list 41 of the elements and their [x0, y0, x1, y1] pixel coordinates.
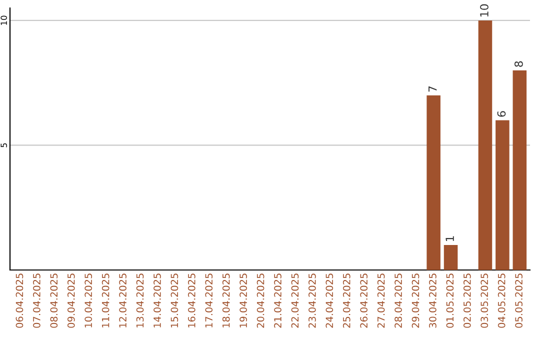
x-tick-label: 28.04.2025	[394, 274, 402, 328]
x-tick-label: 13.04.2025	[136, 274, 144, 328]
x-tick-label: 06.04.2025	[16, 274, 24, 328]
x-tick-label: 02.05.2025	[463, 274, 471, 328]
x-tick-label: 15.04.2025	[170, 274, 178, 328]
x-tick-label: 29.04.2025	[412, 274, 420, 328]
data-label: 7	[428, 86, 437, 92]
x-tick-label: 23.04.2025	[308, 274, 316, 328]
x-tick-label: 21.04.2025	[274, 274, 282, 328]
data-label: 10	[480, 4, 488, 16]
bar	[478, 20, 492, 270]
x-tick-label: 25.04.2025	[342, 274, 350, 328]
x-tick-label: 09.04.2025	[67, 274, 75, 328]
bar	[444, 245, 458, 270]
x-tick-label: 30.04.2025	[429, 274, 436, 328]
data-label: 8	[514, 61, 523, 67]
x-tick-label: 01.05.2025	[446, 274, 454, 328]
x-tick-label: 12.04.2025	[119, 274, 126, 328]
x-tick-label: 18.04.2025	[222, 274, 230, 328]
bar	[512, 70, 527, 270]
x-tick-label: 05.05.2025	[515, 274, 522, 328]
x-tick-label: 10.04.2025	[84, 274, 92, 328]
data-label: 6	[497, 111, 506, 117]
bar	[496, 120, 510, 270]
y-tick-label: 5	[0, 143, 7, 148]
x-tick-label: 16.04.2025	[188, 274, 196, 328]
x-tick-label: 20.04.2025	[256, 274, 264, 328]
x-tick-label: 26.04.2025	[360, 274, 368, 328]
x-tick-label: 24.04.2025	[326, 274, 334, 328]
x-tick-label: 14.04.2025	[154, 274, 161, 328]
x-tick-label: 17.04.2025	[205, 274, 213, 328]
x-tick-label: 11.04.2025	[102, 274, 110, 328]
x-tick-label: 03.05.2025	[480, 274, 488, 328]
x-tick-label: 27.04.2025	[377, 274, 385, 328]
x-tick-label: 22.04.2025	[291, 274, 299, 328]
x-tick-label: 19.04.2025	[240, 274, 247, 328]
data-label: 1	[446, 236, 454, 242]
bar	[426, 95, 440, 270]
x-tick-label: 07.04.2025	[33, 274, 40, 328]
x-tick-label: 04.05.2025	[498, 274, 506, 328]
x-tick-label: 08.04.2025	[50, 274, 58, 328]
